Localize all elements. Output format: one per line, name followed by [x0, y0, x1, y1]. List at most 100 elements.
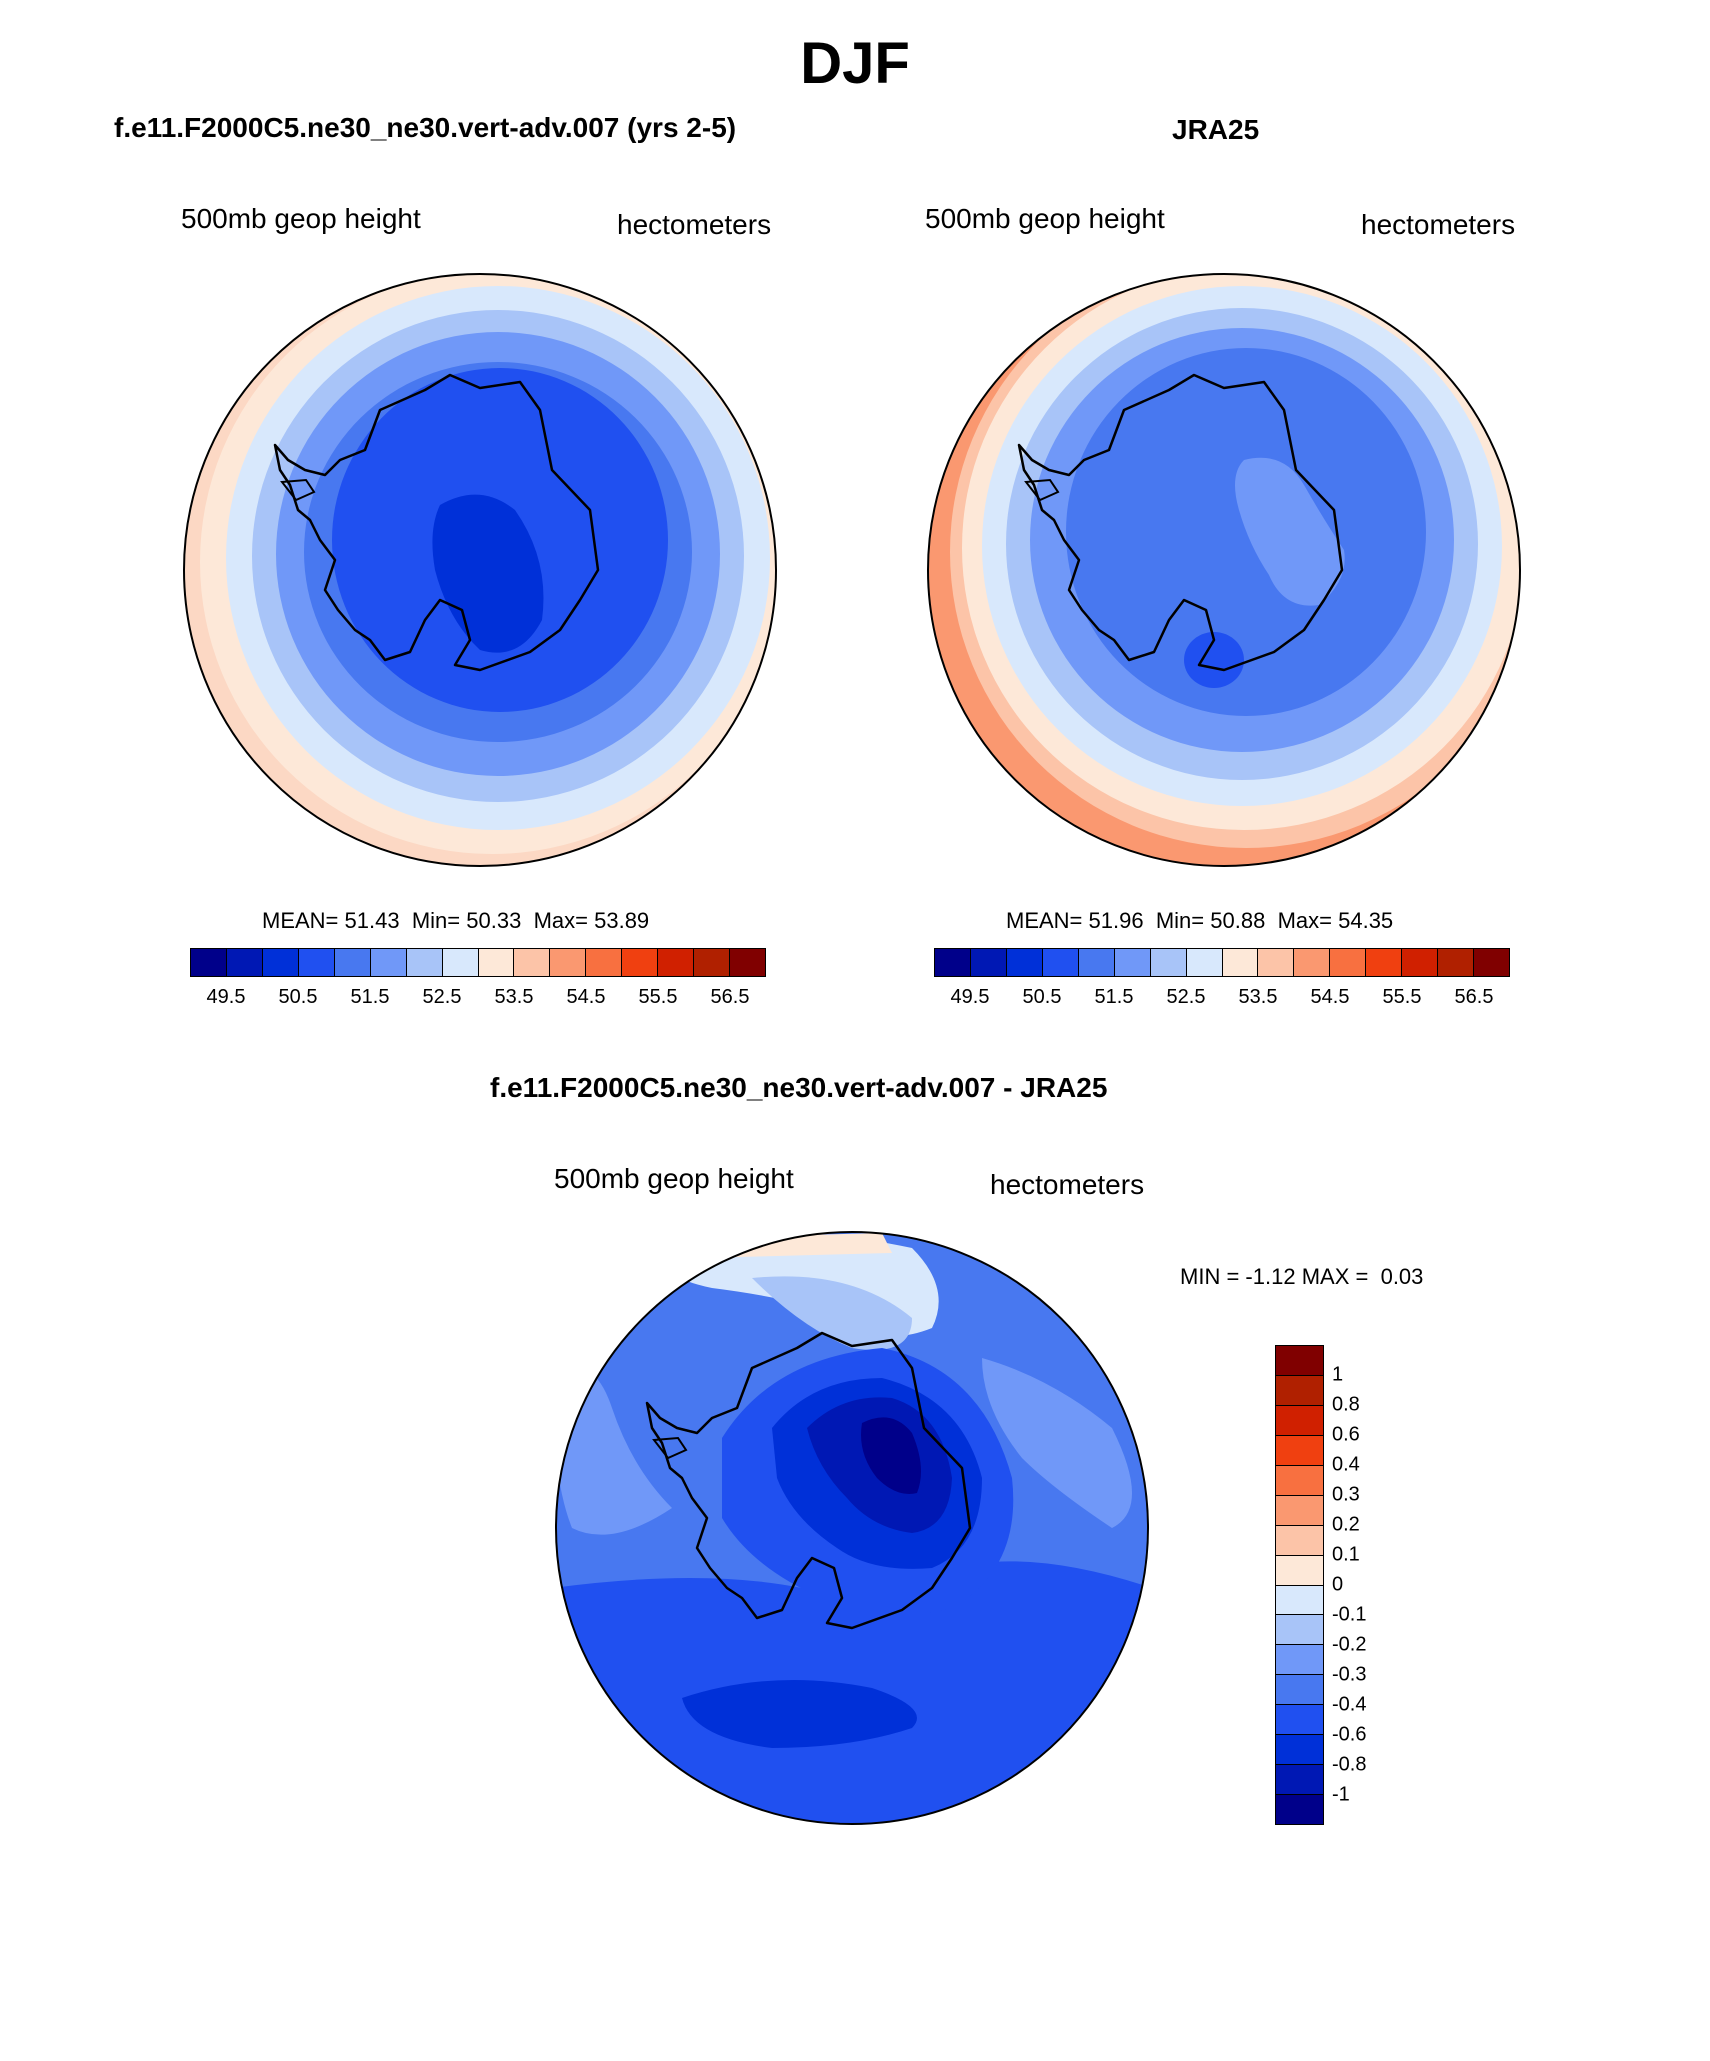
colorbar-tick-label: -0.4	[1332, 1693, 1367, 1716]
colorbar-box	[586, 949, 623, 976]
model-mean-value: 51.43	[344, 908, 400, 933]
model-mean-label: MEAN=	[262, 908, 339, 933]
main-title: DJF	[800, 31, 910, 96]
colorbar-box	[1276, 1375, 1323, 1406]
colorbar-box	[514, 949, 551, 976]
obs-min-label: Min=	[1155, 908, 1205, 933]
colorbar-box	[1294, 949, 1331, 976]
obs-stats: MEAN= 51.96 Min= 50.88 Max= 54.35	[1006, 908, 1393, 934]
colorbar-box	[1258, 949, 1295, 976]
model-field-label: 500mb geop height	[181, 203, 421, 234]
obs-max-value: 54.35	[1338, 908, 1394, 933]
colorbar-box	[935, 949, 971, 976]
colorbar-box	[1276, 1645, 1323, 1676]
model-min-label: Min=	[411, 908, 461, 933]
obs-units-label: hectometers	[1361, 209, 1516, 240]
colorbar-tick-label: 51.5	[1094, 986, 1134, 1008]
diff-stats: MIN = -1.12 MAX = 0.03	[1180, 1264, 1423, 1290]
colorbar-box	[226, 949, 263, 976]
colorbar-tick-label: -0.8	[1332, 1753, 1367, 1776]
obs-mean-value: 51.96	[1088, 908, 1144, 933]
colorbar-tick-label: 55.5	[638, 986, 678, 1008]
colorbar-tick-label: 50.5	[1022, 986, 1062, 1008]
colorbar-tick-label: -0.1	[1332, 1603, 1367, 1626]
colorbar-tick-label: 56.5	[710, 986, 750, 1008]
colorbar-box	[1042, 949, 1079, 976]
colorbar-box	[1402, 949, 1439, 976]
colorbar-tick-label: 53.5	[494, 986, 534, 1008]
colorbar-tick-label: 53.5	[1238, 986, 1278, 1008]
colorbar-box	[1366, 949, 1403, 976]
colorbar-box	[1114, 949, 1151, 976]
colorbar-box	[1276, 1735, 1323, 1766]
colorbar-tick-label: 0.6	[1332, 1423, 1360, 1446]
colorbar-box	[298, 949, 335, 976]
colorbar-tick-label: 52.5	[1166, 986, 1206, 1008]
colorbar-box	[1078, 949, 1115, 976]
colorbar-box	[694, 949, 731, 976]
colorbar-tick-label: 49.5	[950, 986, 990, 1008]
colorbar-box	[1222, 949, 1259, 976]
diff-colorbar	[1275, 1345, 1324, 1825]
colorbar-box	[191, 949, 227, 976]
model-max-value: 53.89	[594, 908, 650, 933]
model-stats: MEAN= 51.43 Min= 50.33 Max= 53.89	[262, 908, 649, 934]
colorbar-box	[1276, 1765, 1323, 1796]
colorbar-tick-label: 56.5	[1454, 986, 1494, 1008]
colorbar-box	[370, 949, 407, 976]
colorbar-tick-label: 50.5	[278, 986, 318, 1008]
colorbar-box	[1276, 1405, 1323, 1436]
colorbar-box	[970, 949, 1007, 976]
diff-max-value: 0.03	[1380, 1264, 1424, 1289]
colorbar-tick-label: 0.8	[1332, 1393, 1360, 1416]
colorbar-box	[1474, 949, 1509, 976]
model-polar-map	[183, 273, 777, 867]
colorbar-box	[478, 949, 515, 976]
colorbar-box	[622, 949, 659, 976]
colorbar-box	[550, 949, 587, 976]
colorbar-tick-label: 0.3	[1332, 1483, 1360, 1506]
colorbar-box	[406, 949, 443, 976]
colorbar-tick-label: 0.4	[1332, 1453, 1360, 1476]
model-min-value: 50.33	[466, 908, 522, 933]
obs-colorbar	[934, 948, 1510, 977]
diff-min-value: -1.12	[1245, 1264, 1296, 1289]
colorbar-tick-label: 1	[1332, 1363, 1344, 1386]
colorbar-tick-label: -0.2	[1332, 1633, 1367, 1656]
colorbar-tick-label: 0.1	[1332, 1543, 1360, 1566]
colorbar-box	[1276, 1495, 1323, 1526]
obs-field-label: 500mb geop height	[925, 203, 1165, 234]
colorbar-box	[1438, 949, 1475, 976]
diff-field-label: 500mb geop height	[554, 1163, 794, 1194]
obs-panel-title: JRA25	[1172, 114, 1260, 145]
colorbar-box	[1276, 1525, 1323, 1556]
colorbar-box	[1186, 949, 1223, 976]
diff-min-label: MIN =	[1180, 1264, 1240, 1289]
colorbar-box	[1276, 1346, 1323, 1376]
colorbar-box	[1276, 1585, 1323, 1616]
colorbar-box	[1276, 1615, 1323, 1646]
colorbar-tick-label: 55.5	[1382, 986, 1422, 1008]
model-max-label: Max=	[533, 908, 588, 933]
colorbar-box	[442, 949, 479, 976]
obs-max-label: Max=	[1277, 908, 1332, 933]
diff-units-label: hectometers	[990, 1169, 1145, 1200]
diff-panel-title: f.e11.F2000C5.ne30_ne30.vert-adv.007 - J…	[490, 1072, 1108, 1103]
colorbar-tick-label: 54.5	[1310, 986, 1350, 1008]
colorbar-box	[1276, 1705, 1323, 1736]
colorbar-box	[1276, 1795, 1323, 1824]
obs-polar-map	[927, 273, 1521, 867]
model-units-label: hectometers	[617, 209, 772, 240]
colorbar-box	[730, 949, 765, 976]
diff-polar-map	[555, 1231, 1149, 1825]
colorbar-box	[1006, 949, 1043, 976]
colorbar-tick-label: 49.5	[206, 986, 246, 1008]
colorbar-tick-label: 54.5	[566, 986, 606, 1008]
colorbar-box	[658, 949, 695, 976]
colorbar-tick-label: 52.5	[422, 986, 462, 1008]
colorbar-tick-label: 0	[1332, 1573, 1344, 1596]
colorbar-box	[262, 949, 299, 976]
colorbar-tick-label: -1	[1332, 1783, 1350, 1806]
colorbar-tick-label: -0.3	[1332, 1663, 1367, 1686]
obs-mean-label: MEAN=	[1006, 908, 1083, 933]
